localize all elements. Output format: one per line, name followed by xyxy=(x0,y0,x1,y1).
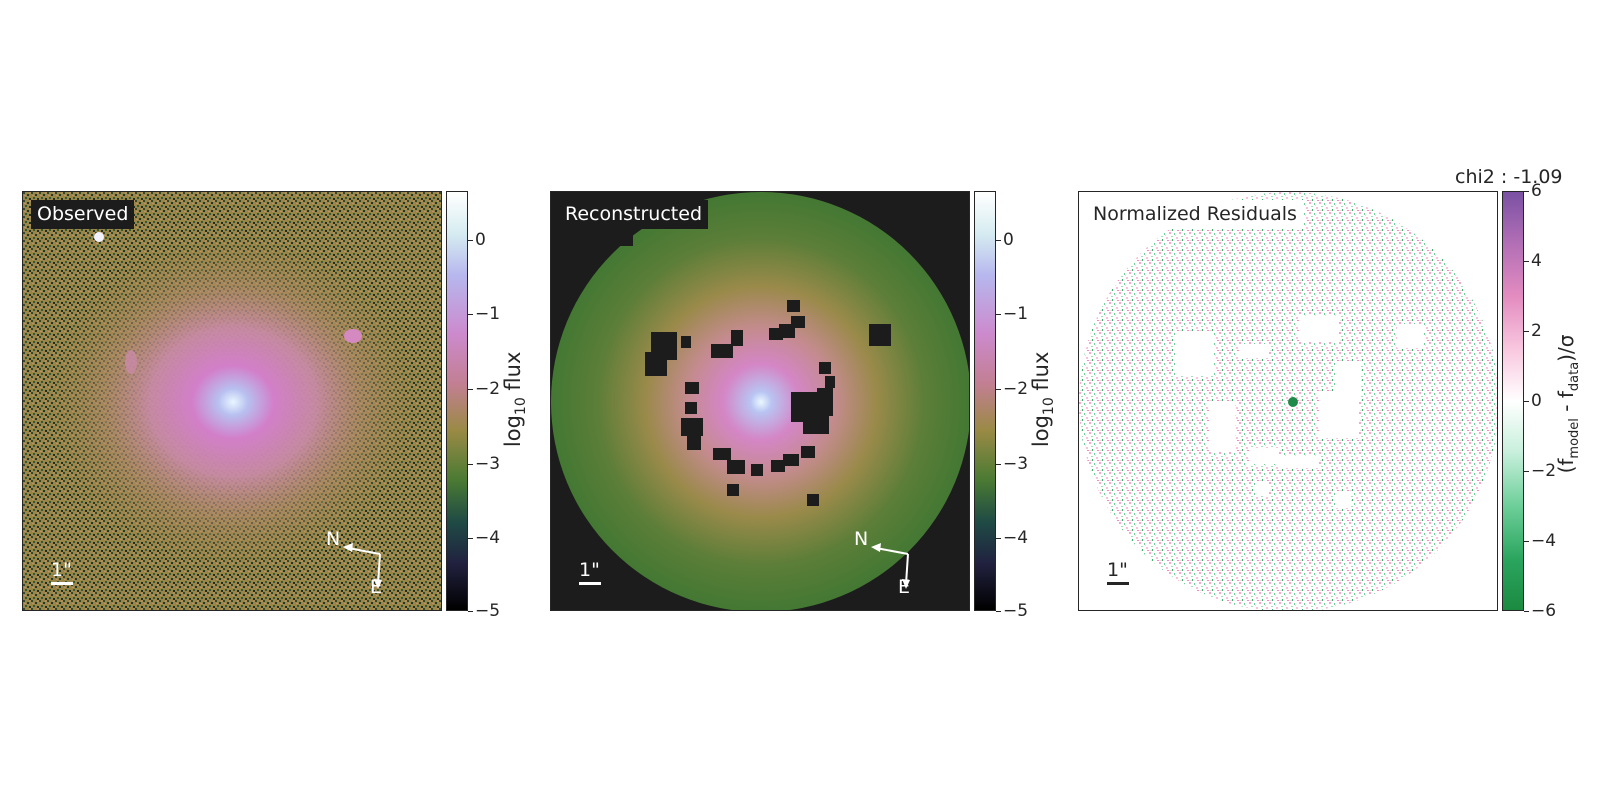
compass-north-label: N xyxy=(326,528,341,550)
masked-regions xyxy=(1175,316,1423,508)
colorbar-label: (fmodel - fdata)/σ xyxy=(1554,334,1582,474)
colorbar-tick: −3 xyxy=(467,454,501,474)
compass-arrows xyxy=(343,543,382,589)
panel-title: Observed xyxy=(31,200,135,229)
flux-colorbar xyxy=(446,191,468,611)
masked-regions xyxy=(611,228,891,506)
colorbar-tick: 2 xyxy=(1524,321,1542,341)
compass-east-label: E xyxy=(898,576,911,598)
residual-colorbar xyxy=(1502,191,1524,611)
observed-image xyxy=(23,192,441,610)
colorbar-tick: −4 xyxy=(467,528,501,548)
panel-title: Reconstructed xyxy=(559,200,708,229)
colorbar-tick: −4 xyxy=(995,528,1029,548)
colorbar-tick: 6 xyxy=(1524,181,1542,201)
reconstructed-image xyxy=(551,192,969,610)
residuals-image xyxy=(1079,192,1497,610)
residual-peak xyxy=(1288,397,1298,407)
star-source xyxy=(94,232,104,242)
colorbar-tick: −6 xyxy=(1523,601,1557,621)
colorbar-tick: 0 xyxy=(468,230,486,250)
scale-bar: 1" xyxy=(51,560,73,585)
panel-title: Normalized Residuals xyxy=(1087,200,1303,229)
colorbar-tick: 4 xyxy=(1524,251,1542,271)
observed-panel: Observed 1" N E xyxy=(22,191,442,611)
colorbar-label: log10 flux xyxy=(1028,351,1058,448)
compass-north-label: N xyxy=(854,528,869,550)
colorbar-tick: 0 xyxy=(996,230,1014,250)
scale-bar: 1" xyxy=(579,560,601,585)
colorbar-tick: −5 xyxy=(995,601,1029,621)
colorbar-tick: −2 xyxy=(1523,461,1557,481)
chi2-value: chi2 : -1.09 xyxy=(1455,166,1563,188)
colorbar-tick: −3 xyxy=(995,454,1029,474)
compass-east-label: E xyxy=(370,576,383,598)
colorbar-tick: −1 xyxy=(995,304,1029,324)
colorbar-tick: −1 xyxy=(467,304,501,324)
colorbar-tick: −5 xyxy=(467,601,501,621)
scale-bar: 1" xyxy=(1107,560,1129,585)
colorbar-tick: −2 xyxy=(995,379,1029,399)
scale-bar-label: 1" xyxy=(579,559,600,581)
scale-bar-label: 1" xyxy=(1107,559,1128,581)
compass-arrows xyxy=(871,543,910,589)
colorbar-label: log10 flux xyxy=(500,351,530,448)
flux-colorbar xyxy=(974,191,996,611)
colorbar-tick: 0 xyxy=(1524,391,1542,411)
residuals-panel: Normalized Residuals 1" xyxy=(1078,191,1498,611)
reconstructed-panel: Reconstructed 1" N E xyxy=(550,191,970,611)
scale-bar-label: 1" xyxy=(51,559,72,581)
colorbar-tick: −4 xyxy=(1523,531,1557,551)
companion-source xyxy=(344,329,362,343)
colorbar-tick: −2 xyxy=(467,379,501,399)
